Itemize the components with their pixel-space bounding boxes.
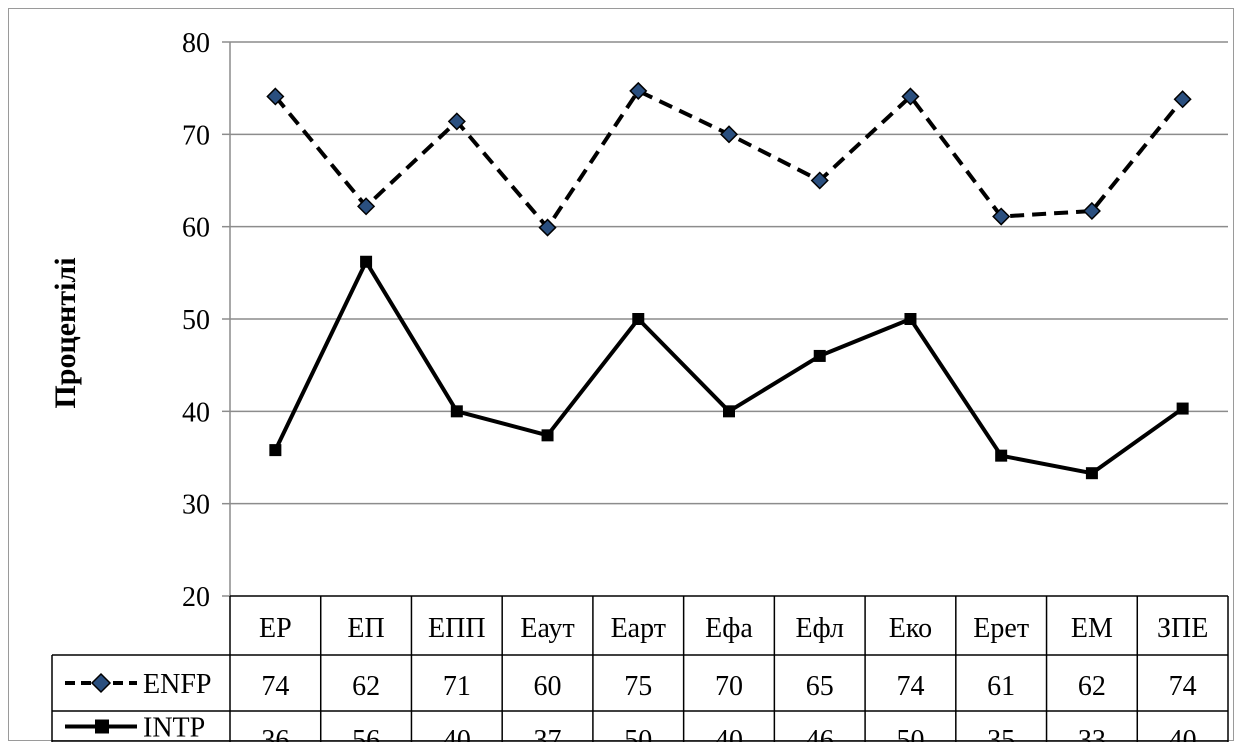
data-point-intp [723,405,735,418]
category-label: Еарт [611,613,666,644]
table-value-intp: 50 [624,725,652,742]
table-value-intp: 46 [806,725,834,742]
chart-frame: 20 30 40 50 60 70 80 ЕР ЕП ЕПП Еаут Еарт Ефа Ефл Еко Е… [8,8,1234,743]
y-tick-label: 60 [182,213,210,244]
table-value-intp: 40 [443,725,471,742]
legend-label-enfp: ENFP [143,669,211,700]
table-value-intp: 33 [1078,725,1106,742]
series-line-enfp [273,88,1185,230]
table-value-enfp: 70 [715,671,743,702]
y-tick-label: 70 [182,120,210,151]
table-value-enfp: 60 [534,671,562,702]
table-value-intp: 40 [1169,725,1197,742]
category-label: Ефа [705,613,753,644]
table-value-intp: 50 [896,725,924,742]
data-point-enfp [266,87,285,106]
table-value-enfp: 74 [896,671,924,702]
table-value-intp: 37 [534,725,562,742]
y-axis-label: Процентілі [49,257,82,408]
category-label: Ефл [795,613,844,644]
data-point-intp [269,444,282,457]
data-point-enfp [538,218,557,237]
category-label: ЕР [259,613,292,644]
table-value-enfp: 71 [443,671,471,702]
table-value-enfp: 62 [1078,671,1106,702]
y-tick-label: 80 [182,28,210,59]
category-label: ЕП [347,613,384,644]
table-value-enfp: 65 [806,671,834,702]
y-axis: 20 30 40 50 60 70 80 [182,28,231,613]
y-tick-label: 40 [182,397,210,428]
y-tick-label: 20 [182,582,210,613]
series-line-intp [273,259,1184,476]
table-value-enfp: 75 [624,671,652,702]
category-label: Еко [889,613,932,644]
table-value-intp: 56 [352,725,380,742]
data-point-enfp [447,112,466,131]
legend-marker-intp [95,719,109,734]
data-point-enfp [357,197,376,216]
data-point-intp [995,449,1008,462]
y-tick-label: 50 [182,305,210,336]
legend-label-intp: INTP [143,713,205,743]
table-value-intp: 36 [261,725,289,742]
table-value-enfp: 74 [1169,671,1197,702]
table-value-enfp: 74 [261,671,289,702]
data-point-enfp [1082,201,1101,221]
legend-marker-enfp [90,672,112,694]
data-point-intp [541,429,554,442]
data-point-intp [632,313,645,325]
category-label: Еаут [520,613,574,644]
data-point-enfp [992,207,1011,226]
data-table: ЕР ЕП ЕПП Еаут Еарт Ефа Ефл Еко Ерет ЕМ ЗПЕ ENFP 74 6… [51,595,1229,743]
data-point-intp [1085,467,1098,480]
category-label: ЕМ [1071,613,1113,644]
data-point-enfp [719,125,739,144]
series-lines [266,81,1192,480]
table-value-intp: 35 [987,725,1015,742]
gridlines [230,41,1228,505]
data-point-enfp [1173,90,1192,109]
table-value-intp: 40 [715,725,743,742]
category-label: Ерет [973,613,1029,644]
data-point-intp [360,255,373,268]
data-point-intp [904,313,917,325]
category-label: ЗПЕ [1157,613,1208,644]
data-point-enfp [629,81,648,100]
data-point-intp [450,405,463,418]
data-point-intp [1176,402,1189,415]
table-value-enfp: 62 [352,671,380,702]
data-point-enfp [810,171,829,190]
table-value-enfp: 61 [987,671,1015,702]
data-point-enfp [901,87,920,106]
y-tick-label: 30 [182,490,210,521]
category-label: ЕПП [428,613,486,644]
data-point-intp [813,349,826,362]
